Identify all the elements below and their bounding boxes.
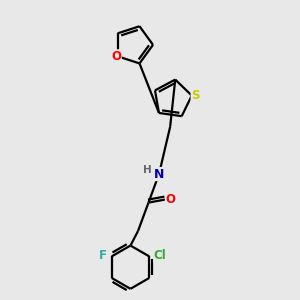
Text: H: H <box>143 164 152 175</box>
Text: F: F <box>99 249 107 262</box>
Text: O: O <box>165 193 176 206</box>
Text: N: N <box>154 167 164 181</box>
Text: Cl: Cl <box>154 249 166 262</box>
Text: O: O <box>111 50 121 63</box>
Text: S: S <box>191 89 200 102</box>
